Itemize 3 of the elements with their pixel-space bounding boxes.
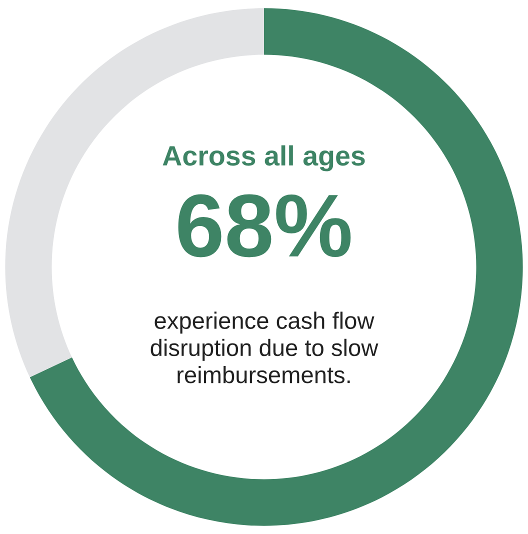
text: Across all ages [162,145,365,172]
data-label: 68% [178,194,351,258]
text: experience cash flow disruption due to slow reimbursements. [150,312,378,384]
